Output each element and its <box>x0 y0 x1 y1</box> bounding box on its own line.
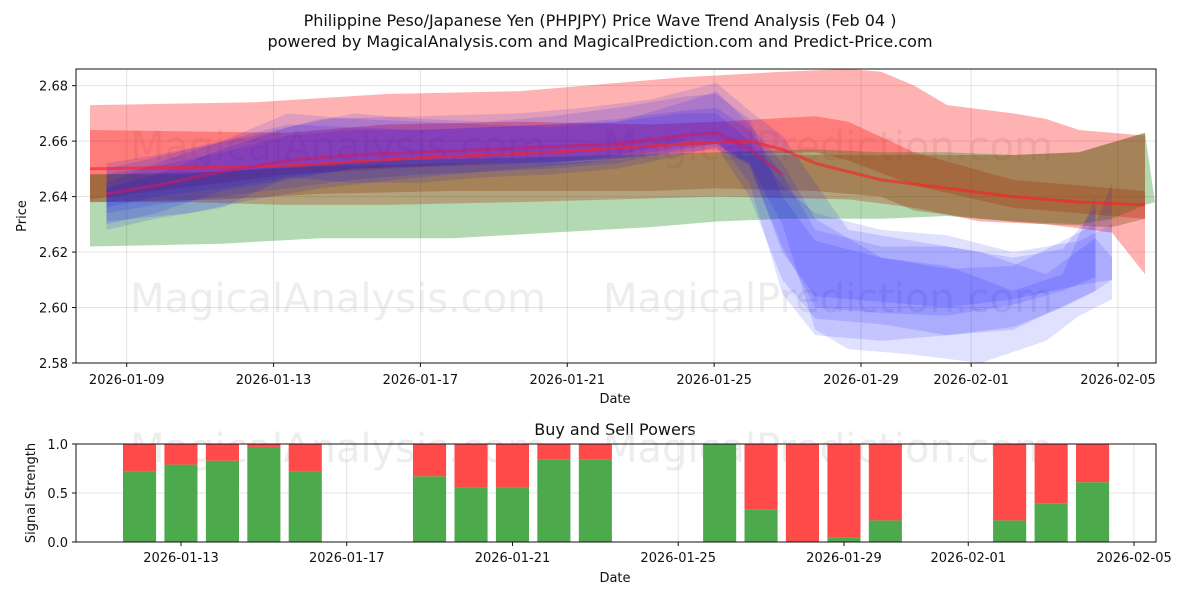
sell-bar <box>123 444 157 472</box>
signal-y-axis-label: Signal Strength <box>24 443 39 543</box>
watermark-prediction-mid: MagicalPrediction.com <box>603 276 1053 322</box>
price-x-tick-label: 2026-01-29 <box>823 373 899 388</box>
sell-bar <box>1076 444 1110 483</box>
price-y-tick-label: 2.60 <box>39 302 68 317</box>
price-x-tick-label: 2026-01-25 <box>676 373 752 388</box>
signal-y-tick-label: 0.0 <box>47 536 68 551</box>
price-x-tick-label: 2026-02-05 <box>1080 373 1156 388</box>
signal-x-tick-label: 2026-01-29 <box>806 551 882 566</box>
sell-bar <box>744 444 778 510</box>
buy-bar <box>578 459 612 542</box>
buy-bar <box>413 476 447 542</box>
signal-x-tick-label: 2026-01-13 <box>143 551 219 566</box>
buy-bar <box>454 487 488 542</box>
buy-bar <box>495 487 529 542</box>
buy-bar <box>827 537 861 542</box>
signal-x-tick-label: 2026-01-17 <box>309 551 385 566</box>
price-y-axis-label: Price <box>15 200 30 232</box>
watermark-prediction-top: MagicalPrediction.com <box>603 124 1053 170</box>
price-bands <box>90 69 1155 364</box>
band-green <box>90 132 1155 247</box>
price-lines <box>89 131 1146 207</box>
signal-y-tick-label: 0.5 <box>47 487 68 502</box>
band-blue-1 <box>106 82 1112 364</box>
signal-x-ticks: 2026-01-13 2026-01-17 2026-01-21 2026-01-25… <box>143 542 1172 566</box>
band-red-wide <box>90 69 1145 275</box>
chart-subtitle: powered by MagicalAnalysis.com and Magic… <box>267 32 932 51</box>
price-plot-background <box>76 69 1156 363</box>
buy-bar <box>1076 482 1110 542</box>
price-plot: MagicalAnalysis.com MagicalPrediction.co… <box>15 68 1157 407</box>
sell-bar <box>993 444 1027 521</box>
band-red-mid <box>90 116 1145 219</box>
signal-title: Buy and Sell Powers <box>534 420 696 439</box>
price-y-ticks: 2.58 2.60 2.62 2.64 2.66 2.68 <box>39 80 76 372</box>
line-red-center <box>89 139 1146 207</box>
sell-bar <box>537 444 571 460</box>
signal-plot: Buy and Sell Powers MagicalAnalysis.com … <box>24 420 1172 586</box>
sell-bar <box>413 444 447 477</box>
sell-bar <box>1034 444 1068 504</box>
price-x-tick-label: 2026-01-13 <box>236 373 312 388</box>
signal-x-tick-label: 2026-01-25 <box>640 551 716 566</box>
buy-bar <box>288 471 322 542</box>
price-x-tick-label: 2026-01-09 <box>89 373 165 388</box>
buy-bar <box>993 520 1027 542</box>
buy-bar <box>247 446 281 542</box>
sell-bar <box>578 444 612 460</box>
price-y-tick-label: 2.58 <box>39 357 68 372</box>
line-magenta-center <box>106 131 784 196</box>
chart-title: Philippine Peso/Japanese Yen (PHPJPY) Pr… <box>304 11 897 30</box>
sell-bar <box>868 444 902 521</box>
price-x-axis-label: Date <box>599 392 630 407</box>
price-x-tick-label: 2026-02-01 <box>933 373 1009 388</box>
buy-bar <box>123 471 157 542</box>
signal-x-tick-label: 2026-02-05 <box>1096 551 1172 566</box>
watermark-analysis-mid: MagicalAnalysis.com <box>130 276 546 322</box>
price-y-tick-label: 2.62 <box>39 246 68 261</box>
buy-bar <box>205 460 239 542</box>
price-x-ticks: 2026-01-09 2026-01-13 2026-01-17 2026-01-21… <box>89 363 1156 388</box>
sell-bar <box>205 444 239 461</box>
price-y-tick-label: 2.64 <box>39 191 68 206</box>
price-x-tick-label: 2026-01-17 <box>383 373 459 388</box>
sell-bar <box>288 444 322 472</box>
buy-bar <box>703 444 737 542</box>
price-plot-border <box>75 68 1157 364</box>
sell-bar <box>495 444 529 488</box>
signal-x-axis-label: Date <box>599 571 630 586</box>
signal-y-ticks: 0.0 0.5 1.0 <box>47 438 76 551</box>
signal-bars <box>123 444 1110 542</box>
buy-bar <box>868 520 902 542</box>
price-watermarks: MagicalAnalysis.com MagicalPrediction.co… <box>130 124 1053 322</box>
sell-bar <box>247 444 281 447</box>
price-x-tick-label: 2026-01-21 <box>530 373 606 388</box>
sell-bar <box>785 444 819 542</box>
sell-bar <box>454 444 488 488</box>
band-blue-4 <box>106 107 1096 316</box>
sell-bar <box>827 444 861 538</box>
price-y-tick-label: 2.66 <box>39 135 68 150</box>
buy-bar <box>1034 503 1068 542</box>
sell-bar <box>164 444 198 465</box>
signal-y-tick-label: 1.0 <box>47 438 68 453</box>
buy-bar <box>744 509 778 542</box>
signal-x-tick-label: 2026-02-01 <box>930 551 1006 566</box>
signal-x-tick-label: 2026-01-21 <box>475 551 551 566</box>
buy-bar <box>537 459 571 542</box>
price-y-tick-label: 2.68 <box>39 80 68 95</box>
band-blue-2 <box>106 91 1096 336</box>
band-brown <box>90 132 1145 228</box>
buy-bar <box>164 464 198 542</box>
